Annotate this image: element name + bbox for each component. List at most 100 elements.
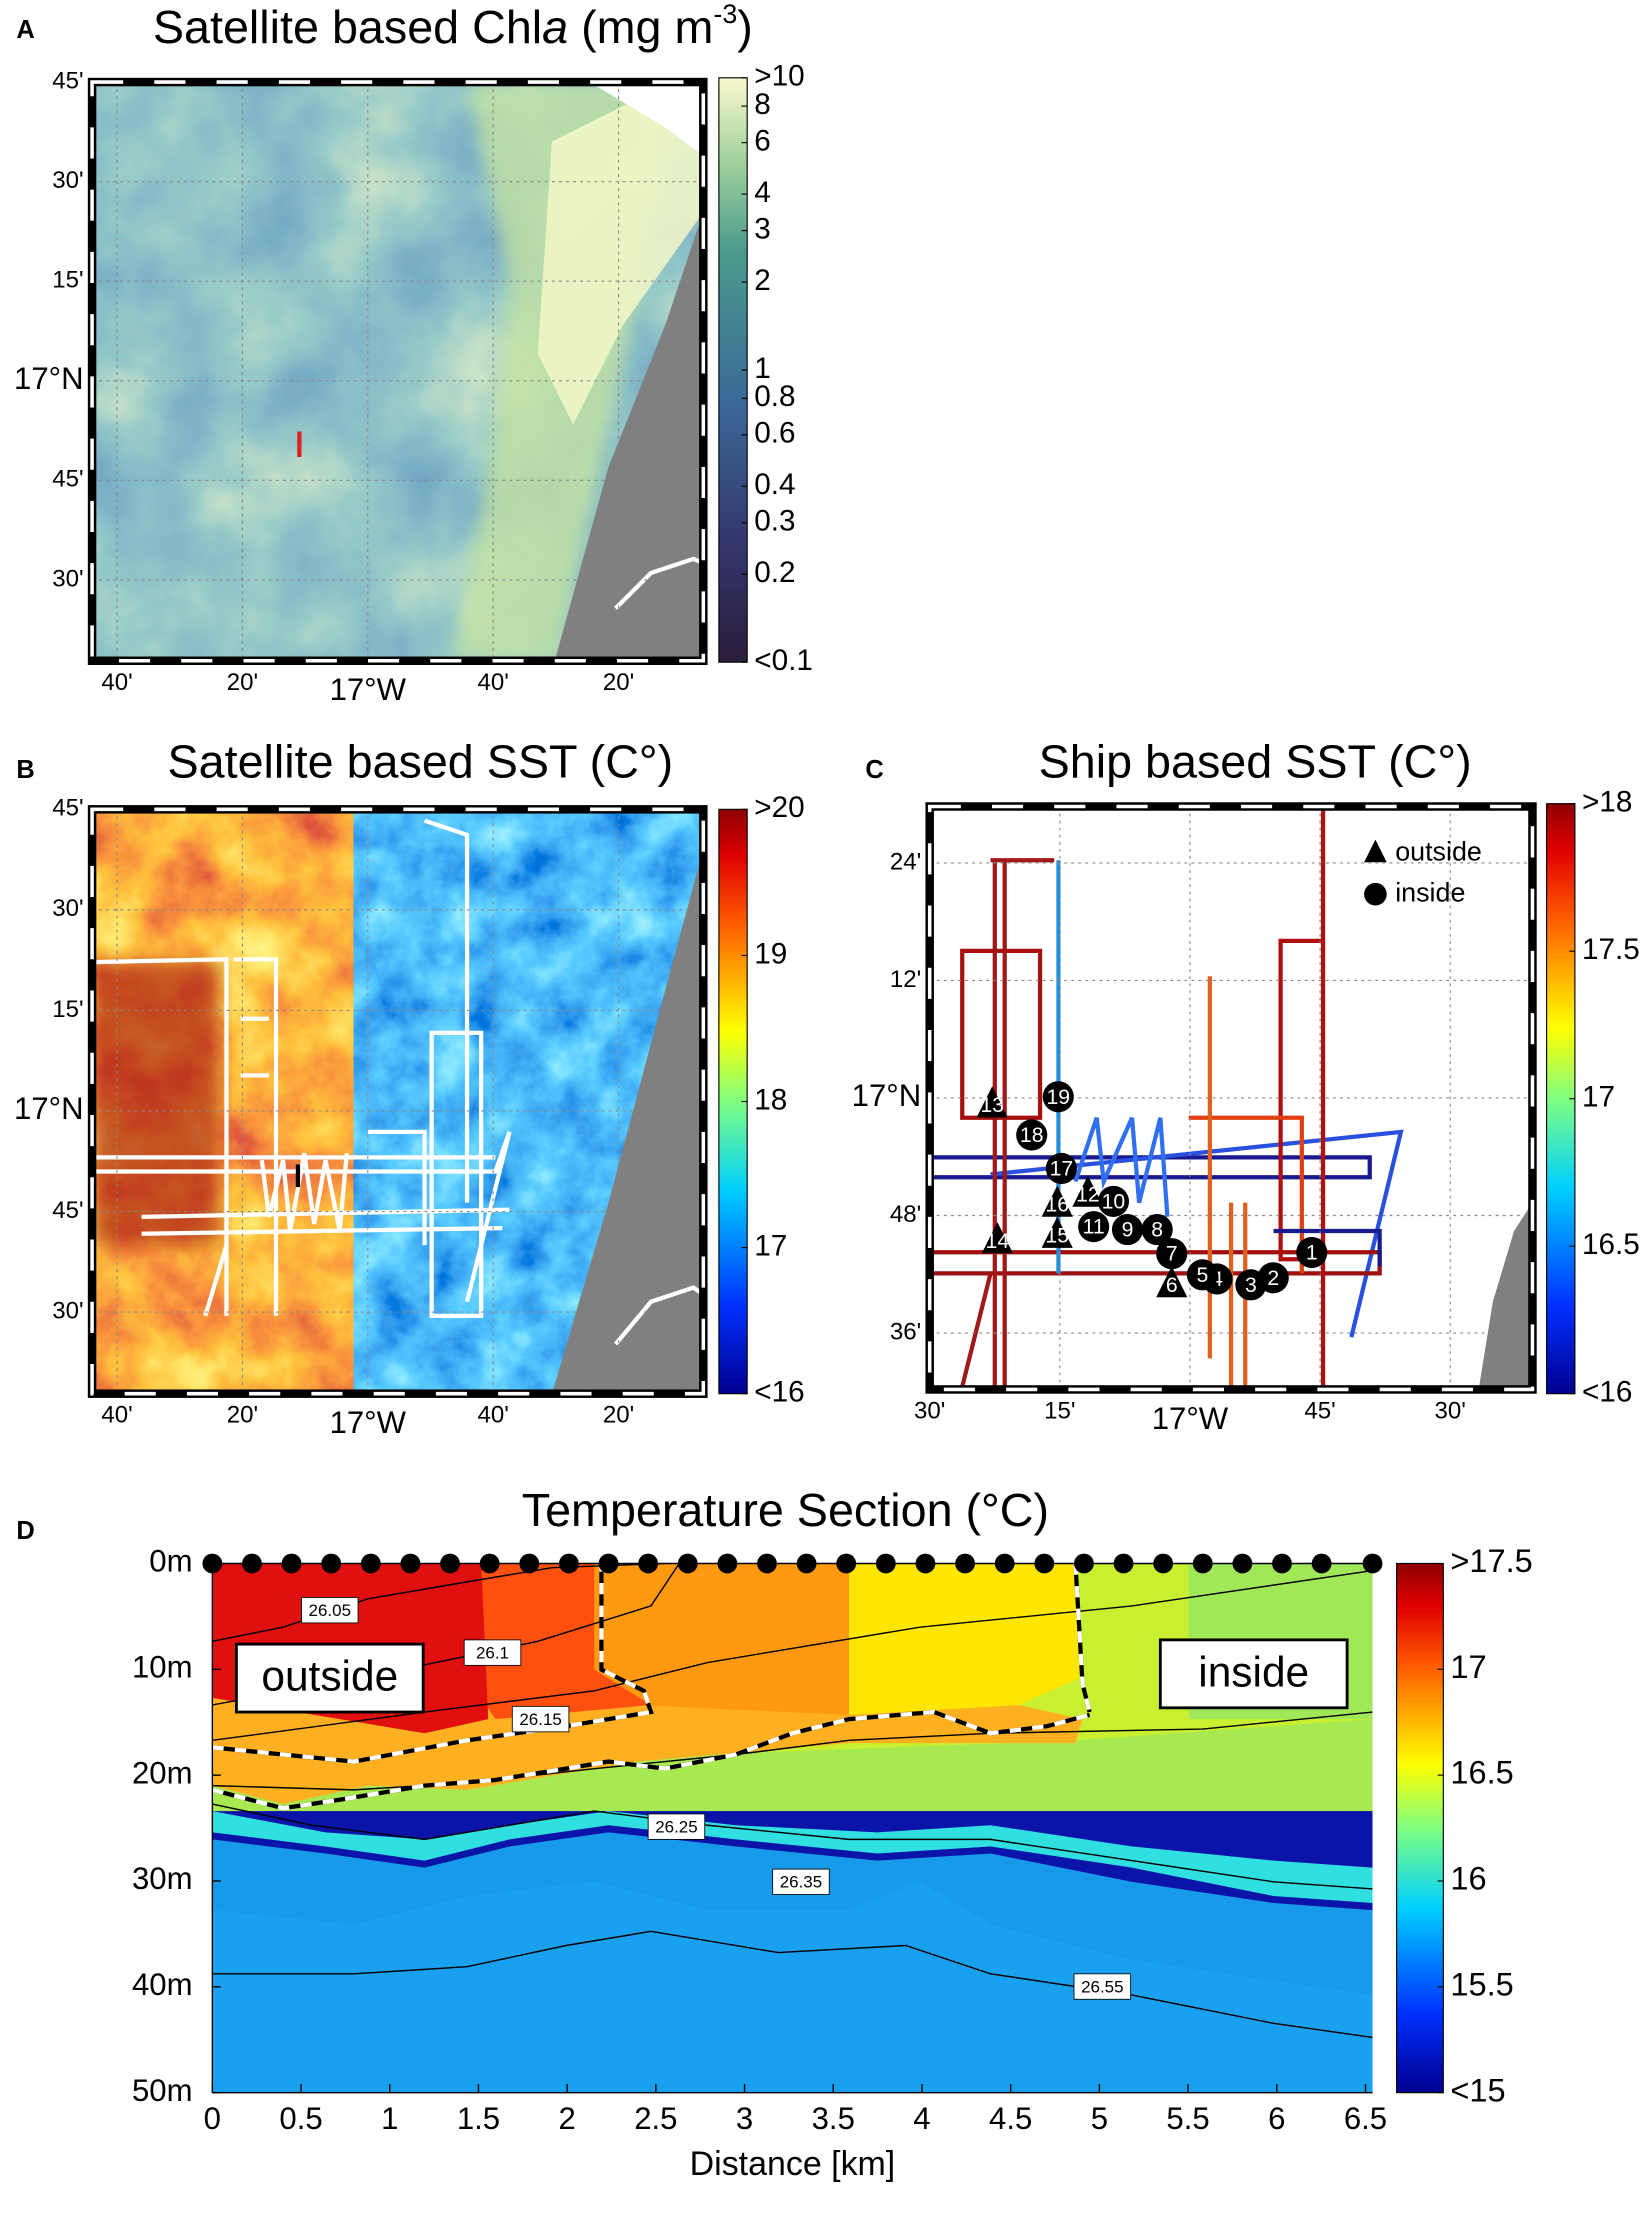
station-label: 9 <box>1122 1219 1134 1242</box>
legend-label: outside <box>1395 836 1482 866</box>
colorbar-tick-label: 2 <box>754 264 771 297</box>
x-tick-label: 5.5 <box>1166 2101 1209 2136</box>
y-tick-label: 30' <box>52 167 83 194</box>
colorbar-tick-label: <16 <box>1582 1376 1632 1409</box>
station-label: 1 <box>1306 1242 1318 1265</box>
colorbar-tick-label: >10 <box>754 60 804 93</box>
title-part: Satellite based Chl <box>153 1 542 53</box>
x-tick-label: 0.5 <box>279 2101 322 2136</box>
legend-label: inside <box>1395 877 1465 907</box>
title-part: -3 <box>713 0 737 29</box>
y-tick-label: 45' <box>52 67 83 94</box>
station-label: 13 <box>980 1094 1004 1117</box>
y-tick-label: 17°N <box>14 361 84 396</box>
x-tick-label: 4 <box>913 2101 930 2136</box>
station-inside <box>1235 1269 1267 1301</box>
station-label: 8 <box>1151 1219 1163 1242</box>
x-tick-label: 4.5 <box>989 2101 1032 2136</box>
annotation-box <box>1158 1638 1349 1710</box>
contour-label: 26.55 <box>1081 1977 1123 1996</box>
x-tick-label: 20' <box>227 669 258 696</box>
annotation-box <box>234 1642 425 1714</box>
station-inside <box>1111 1214 1144 1246</box>
colorbar-tick-label: 1 <box>754 352 771 385</box>
x-tick-label: 15' <box>1044 1397 1075 1424</box>
x-tick-label: 40' <box>101 669 132 696</box>
x-tick-label: 3 <box>736 2101 753 2136</box>
y-tick-label: 17°N <box>14 1091 84 1126</box>
title-part: ) <box>737 1 753 53</box>
contour-label: 26.15 <box>519 1710 561 1729</box>
y-tick-label: 45' <box>52 795 83 822</box>
panel-label: C <box>865 756 883 784</box>
x-tick-label: 45' <box>1304 1397 1335 1424</box>
x-tick-label: 40' <box>101 1402 132 1429</box>
y-tick-label: 30m <box>132 1861 193 1896</box>
x-tick-label: 2 <box>558 2101 575 2136</box>
station-inside <box>1042 1081 1074 1113</box>
station-inside <box>1364 882 1387 906</box>
colorbar-tick-label: 17 <box>1582 1081 1615 1114</box>
station-outside <box>981 1222 1013 1254</box>
station-outside <box>976 1086 1008 1118</box>
x-tick-label: 0 <box>204 2101 221 2136</box>
colorbar-tick-label: 16 <box>1450 1861 1486 1897</box>
y-tick-label: 40m <box>132 1967 193 2002</box>
y-tick-label: 36' <box>890 1318 921 1345</box>
sst-map <box>92 809 704 1394</box>
colorbar-tick-label: 4 <box>754 176 771 209</box>
contour-label: 26.05 <box>309 1601 351 1620</box>
station-label: 5 <box>1197 1264 1209 1287</box>
colorbar-tick-label: <0.1 <box>754 644 813 677</box>
contour-label: 26.1 <box>476 1644 509 1663</box>
colorbar-tick-label: 0.2 <box>754 556 795 589</box>
station-label: 2 <box>1267 1267 1279 1290</box>
contour-label-box <box>301 1597 359 1624</box>
x-tick-label: 17°W <box>1152 1401 1229 1436</box>
contour-label-box <box>1073 1973 1132 2000</box>
x-tick-label: 17°W <box>330 672 407 707</box>
y-tick-label: 50m <box>132 2073 193 2108</box>
x-tick-label: 6.5 <box>1344 2101 1387 2136</box>
station-label: 14 <box>986 1230 1010 1253</box>
x-tick-label: 20' <box>227 1402 258 1429</box>
panel-label: A <box>16 16 34 44</box>
station-label: 19 <box>1046 1086 1070 1109</box>
colorbar-tick-label: 0.6 <box>754 417 795 450</box>
colorbar <box>1546 803 1576 1395</box>
y-tick-label: 48' <box>890 1201 921 1228</box>
station-inside <box>1186 1259 1219 1291</box>
panel-title: Ship based SST (C°) <box>1039 736 1472 788</box>
colorbar-tick-label: 0.3 <box>754 505 795 538</box>
x-tick-label: 5 <box>1091 2101 1108 2136</box>
station-label: 12 <box>1076 1183 1100 1206</box>
y-tick-label: 10m <box>132 1650 193 1685</box>
colorbar-tick-label: 19 <box>754 937 787 970</box>
y-tick-label: 30' <box>52 1297 83 1324</box>
station-outside <box>1156 1266 1188 1298</box>
y-tick-label: 30' <box>52 565 83 592</box>
annotation: outside <box>261 1653 398 1700</box>
panel-label: B <box>16 756 34 784</box>
x-tick-label: 3.5 <box>812 2101 855 2136</box>
station-inside <box>1141 1214 1173 1246</box>
y-tick-label: 30' <box>52 895 83 922</box>
station-label: 7 <box>1166 1243 1178 1266</box>
map-frame-dash <box>927 804 1535 1392</box>
colorbar-tick-label: <15 <box>1450 2072 1505 2108</box>
title-part: Satellite based SST (C°) <box>168 736 674 788</box>
station-outside <box>1072 1175 1104 1207</box>
contour-label-box <box>647 1813 706 1840</box>
y-tick-label: 12' <box>890 966 921 993</box>
station-inside <box>1156 1238 1188 1270</box>
station-label: 6 <box>1166 1274 1178 1297</box>
panel-label: D <box>16 1517 34 1545</box>
x-tick-label: 20' <box>603 669 634 696</box>
station-inside <box>1045 1152 1077 1185</box>
y-tick-label: 15' <box>52 996 83 1023</box>
y-tick-label: 24' <box>890 848 921 875</box>
station-inside <box>1296 1236 1328 1269</box>
y-tick-label: 45' <box>52 466 83 493</box>
contour-label-box <box>772 1868 830 1895</box>
